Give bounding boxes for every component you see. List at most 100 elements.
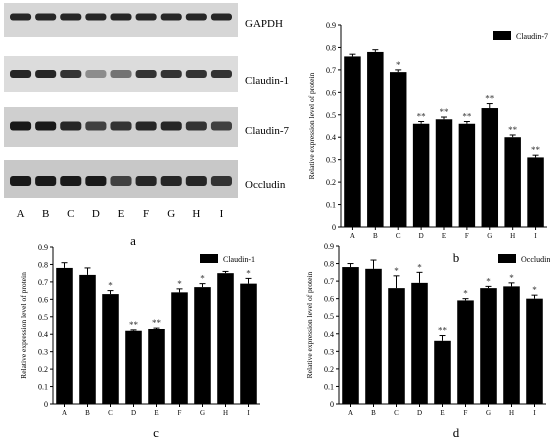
bar xyxy=(526,298,543,404)
x-tick-label: E xyxy=(442,232,446,240)
y-tick-label: 0.2 xyxy=(324,365,334,374)
bar xyxy=(504,137,521,227)
x-tick-label: H xyxy=(509,409,514,417)
bar xyxy=(102,294,119,404)
bar xyxy=(480,288,497,404)
y-tick-label: 0.4 xyxy=(38,330,48,339)
blot-band xyxy=(110,70,132,78)
blot-band xyxy=(135,121,157,131)
significance-label: * xyxy=(532,285,537,295)
bar xyxy=(125,330,142,404)
bar xyxy=(527,157,544,227)
blot-band xyxy=(185,176,207,186)
bar xyxy=(411,282,428,404)
claudin-1-chart: 0 0.1 0.2 0.3 0.4 0.5 0.6 0.7 0.8 0.9 Relative exp… xyxy=(19,243,260,440)
bar xyxy=(457,300,474,404)
blot-band xyxy=(10,13,32,21)
significance-label: * xyxy=(200,274,205,284)
bar xyxy=(365,268,382,404)
y-tick-label: 0.7 xyxy=(324,277,334,286)
x-tick-label: I xyxy=(247,409,250,417)
blot-row-label: Occludin xyxy=(245,179,286,191)
y-tick-label: 0.2 xyxy=(38,365,48,374)
blot-lane-label: H xyxy=(192,208,200,220)
x-tick-label: E xyxy=(440,409,444,417)
blot-band xyxy=(210,13,232,21)
x-tick-label: B xyxy=(85,409,90,417)
x-tick-label: B xyxy=(373,232,378,240)
legend-swatch xyxy=(200,254,218,263)
y-tick-label: 0.3 xyxy=(324,347,334,356)
claudin-7-chart: 0 0.1 0.2 0.3 0.4 0.5 0.6 0.7 0.8 0.9 Relative exp… xyxy=(307,21,548,265)
blot-band xyxy=(35,121,57,131)
y-axis-label: Relative expression level of protein xyxy=(305,271,314,378)
bar xyxy=(388,288,405,404)
significance-label: ** xyxy=(531,145,541,155)
significance-label: * xyxy=(509,273,514,283)
blot-band xyxy=(10,121,32,131)
blot-lane-label: E xyxy=(118,208,125,220)
y-tick-label: 0.9 xyxy=(324,242,334,251)
blot-band xyxy=(85,13,107,21)
y-tick-label: 0.7 xyxy=(38,278,48,287)
y-tick-label: 0.6 xyxy=(326,88,336,97)
blot-band xyxy=(10,176,32,186)
bar xyxy=(217,273,234,404)
blot-band xyxy=(135,176,157,186)
legend-swatch xyxy=(498,254,516,263)
bar xyxy=(240,283,257,404)
blot-lane-label: B xyxy=(42,208,49,220)
significance-label: ** xyxy=(508,125,518,135)
panel-label: d xyxy=(453,425,460,440)
x-tick-label: G xyxy=(200,409,205,417)
significance-label: ** xyxy=(152,318,162,328)
blot-band xyxy=(60,121,82,131)
blot-band xyxy=(185,121,207,131)
blot-lane-label: A xyxy=(17,208,25,220)
blot-band xyxy=(85,121,107,131)
y-tick-label: 0.8 xyxy=(38,260,48,269)
significance-label: ** xyxy=(462,112,472,122)
blot-row-label: Claudin-7 xyxy=(245,125,289,137)
y-tick-label: 0.9 xyxy=(326,21,336,30)
blot-band xyxy=(60,13,82,21)
blot-band xyxy=(60,70,82,78)
x-tick-label: D xyxy=(131,409,136,417)
x-tick-label: A xyxy=(62,409,67,417)
x-tick-label: H xyxy=(510,232,515,240)
y-tick-label: 0.4 xyxy=(326,133,336,142)
blot-lane-label: G xyxy=(167,208,175,220)
x-tick-label: C xyxy=(108,409,113,417)
blot-row-label: GAPDH xyxy=(245,18,283,30)
blot-band xyxy=(135,13,157,21)
blot-band xyxy=(110,121,132,131)
significance-label: ** xyxy=(440,107,450,117)
blot-band xyxy=(210,121,232,131)
blot-lane-label: F xyxy=(143,208,149,220)
western-blot-panel: GAPDH Claudin-1 Claudin-7 Occludin A B C D E F G H I… xyxy=(4,3,289,248)
x-tick-label: B xyxy=(371,409,376,417)
blot-band xyxy=(160,121,182,131)
blot-band xyxy=(185,13,207,21)
blot-lane-label: C xyxy=(67,208,74,220)
blot-band xyxy=(35,70,57,78)
y-tick-label: 0.1 xyxy=(38,383,48,392)
bar xyxy=(389,72,407,227)
blot-band xyxy=(85,70,107,78)
significance-label: * xyxy=(417,262,422,272)
bar xyxy=(434,340,451,404)
blot-band xyxy=(135,70,157,78)
legend-label: Claudin-7 xyxy=(516,32,548,41)
bar xyxy=(412,123,430,227)
y-tick-label: 0.1 xyxy=(324,382,334,391)
y-tick-label: 0.6 xyxy=(38,295,48,304)
x-tick-label: G xyxy=(486,409,491,417)
y-tick-label: 0 xyxy=(44,400,48,409)
x-tick-label: I xyxy=(534,232,537,240)
x-tick-label: A xyxy=(350,232,355,240)
bar xyxy=(56,267,73,404)
y-axis-label: Relative expression level of protein xyxy=(19,272,28,379)
legend-label: Claudin-1 xyxy=(223,255,255,264)
x-tick-label: D xyxy=(419,232,424,240)
